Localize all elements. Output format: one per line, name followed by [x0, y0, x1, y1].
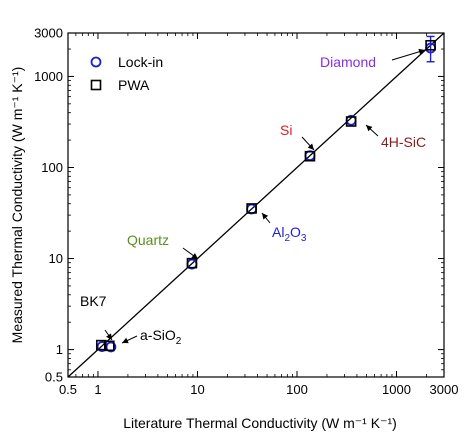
x-tick-label: 1000 — [382, 382, 411, 397]
annotation-a-sio: a-SiO2 — [140, 327, 182, 347]
y-tick-label: 1000 — [34, 69, 63, 84]
y-tick-label: 1 — [56, 342, 63, 357]
legend-label: Lock-in — [118, 54, 163, 70]
legend-label: PWA — [118, 77, 150, 93]
legend-marker-lockin — [90, 56, 102, 68]
y-tick-label: 0.5 — [45, 370, 63, 385]
annotation-si: Si — [280, 122, 292, 138]
annotation-bk7: BK7 — [80, 293, 107, 309]
x-tick-label: 3000 — [430, 382, 459, 397]
y-tick-label: 3000 — [34, 26, 63, 41]
pwa-point — [345, 116, 357, 127]
pwa-point — [186, 257, 198, 269]
plot-area-frame — [67, 32, 445, 378]
x-tick-label: 100 — [286, 382, 308, 397]
pwa-point — [103, 340, 115, 352]
x-tick-label: 10 — [190, 382, 204, 397]
annotation-arrowhead — [366, 125, 373, 132]
annotation-quartz: Quartz — [127, 232, 169, 248]
y-tick-label: 100 — [41, 160, 63, 175]
pwa-point — [425, 39, 436, 51]
annotation-arrowhead — [106, 333, 112, 340]
pwa-point — [246, 203, 257, 214]
annotation-arrowhead — [418, 48, 425, 55]
annotation-diamond: Diamond — [320, 54, 376, 70]
y-axis-label: Measured Thermal Conductivity (W m⁻¹ K⁻¹… — [9, 67, 25, 344]
pwa-point — [304, 150, 316, 162]
x-tick-label: 1 — [94, 382, 101, 397]
annotation-4h-sic: 4H-SiC — [381, 134, 426, 150]
pwa-point — [95, 339, 107, 351]
y-tick-label: 10 — [49, 251, 63, 266]
annotation-arrowhead — [307, 143, 314, 150]
annotation-arrowhead — [122, 337, 129, 344]
annotation-al: Al2O3 — [272, 224, 307, 244]
x-axis-label: Literature Thermal Conductivity (W m⁻¹ K… — [123, 415, 397, 431]
legend-marker-pwa — [90, 79, 102, 91]
annotation-arrowhead — [262, 213, 269, 220]
x-tick-label: 0.5 — [59, 382, 77, 397]
annotation-arrowhead — [191, 253, 198, 259]
